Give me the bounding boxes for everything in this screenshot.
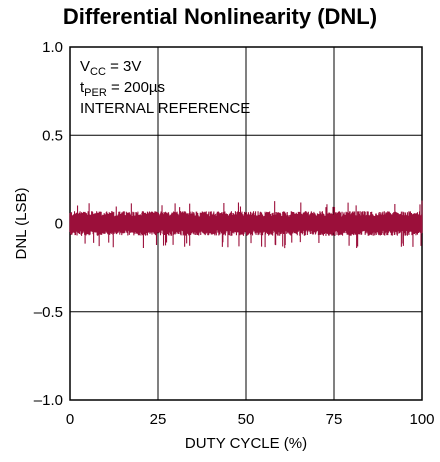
series-group — [69, 200, 423, 249]
x-axis-label: DUTY CYCLE (%) — [185, 435, 307, 452]
y-tick-label: 1.0 — [42, 39, 63, 56]
y-tick-label: –1.0 — [34, 392, 63, 409]
annotation-vcc: VCC = 3V — [80, 58, 141, 78]
x-tick-label: 100 — [409, 411, 434, 428]
annotation-tper: tPER = 200µs — [80, 79, 165, 99]
x-tick-label: 75 — [326, 411, 343, 428]
y-axis-label: DNL (LSB) — [13, 188, 30, 260]
annotation-reference: INTERNAL REFERENCE — [80, 100, 250, 117]
y-tick-label: 0.5 — [42, 127, 63, 144]
chart-title: Differential Nonlinearity (DNL) — [62, 4, 378, 29]
series-dnl-trace — [69, 200, 423, 249]
x-tick-label: 0 — [66, 411, 74, 428]
y-tick-label: –0.5 — [34, 304, 63, 321]
x-tick-label: 50 — [238, 411, 255, 428]
y-tick-label: 0 — [55, 216, 63, 233]
x-tick-labels: 0 25 50 75 100 — [66, 411, 435, 428]
x-tick-label: 25 — [150, 411, 167, 428]
y-tick-labels: 1.0 0.5 0 –0.5 –1.0 — [34, 39, 63, 409]
annotation-block: VCC = 3V tPER = 200µs INTERNAL REFERENCE — [80, 58, 250, 117]
